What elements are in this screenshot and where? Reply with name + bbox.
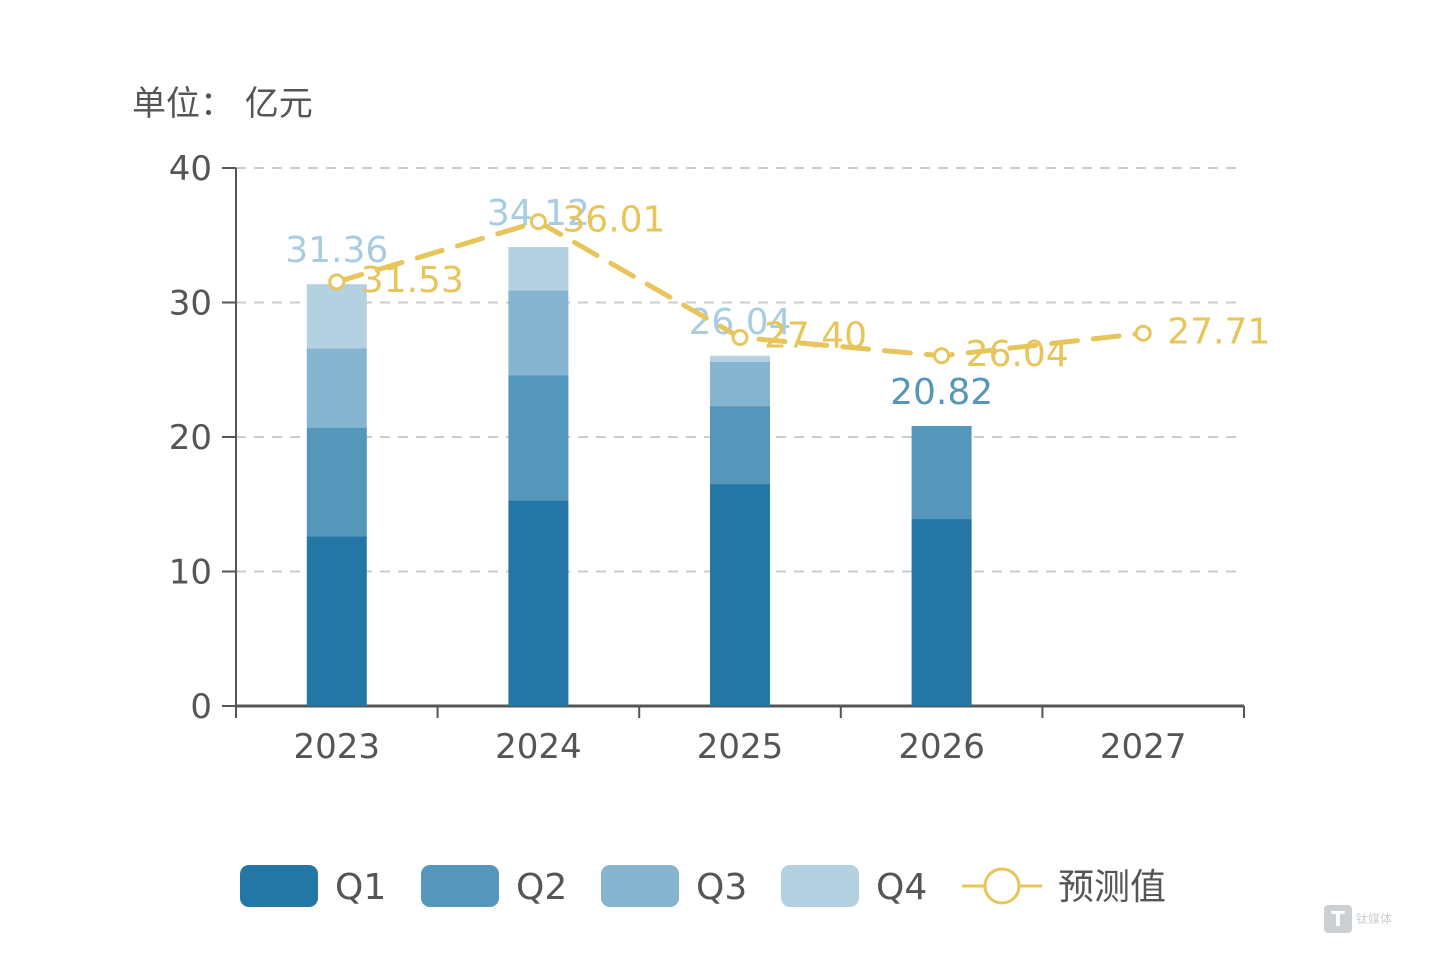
bar-q4-2025 xyxy=(710,355,770,362)
bar-q1-2024 xyxy=(508,500,569,706)
unit-label: 单位： 亿元 xyxy=(132,84,313,124)
bar-q2-2024 xyxy=(508,375,569,501)
bar-q3-2025 xyxy=(710,361,770,407)
total-label-2026: 20.82 xyxy=(890,372,993,413)
legend-swatch-q1 xyxy=(240,865,318,907)
y-tick-label: 20 xyxy=(169,418,212,458)
x-tick-label: 2025 xyxy=(697,727,784,767)
forecast-point xyxy=(328,273,346,291)
watermark-logo-icon: T xyxy=(1324,905,1352,933)
bar-q4-2023 xyxy=(306,284,367,349)
x-tick-label: 2024 xyxy=(495,727,582,767)
bar-q2-2025 xyxy=(710,406,770,485)
watermark-logo: T 钛媒体 xyxy=(1324,903,1406,935)
y-tick-label: 0 xyxy=(190,687,212,727)
forecast-label: 27.40 xyxy=(764,315,867,356)
y-tick-label: 10 xyxy=(169,553,212,593)
forecast-point xyxy=(1134,324,1152,342)
legend-label-q1: Q1 xyxy=(335,867,386,908)
forecast-point xyxy=(529,213,547,231)
legend-label-q3: Q3 xyxy=(696,867,747,908)
legend-point-swatch xyxy=(983,867,1021,905)
x-tick-label: 2023 xyxy=(294,727,381,767)
legend-label-forecast: 预测值 xyxy=(1058,867,1166,908)
forecast-label: 26.04 xyxy=(966,334,1069,375)
forecast-point xyxy=(731,328,749,346)
legend-swatch-q3 xyxy=(601,865,679,907)
forecast-label: 27.71 xyxy=(1167,311,1270,352)
bar-q1-2026 xyxy=(911,519,972,706)
x-tick-label: 2027 xyxy=(1100,727,1187,767)
legend-label-q4: Q4 xyxy=(876,867,927,908)
legend-label-q2: Q2 xyxy=(516,867,567,908)
legend-swatch-q2 xyxy=(421,865,499,907)
forecast-label: 36.01 xyxy=(562,200,665,241)
forecast-line: 31.53 36.01 27.40 26.04 27.71 xyxy=(328,200,1270,375)
legend-swatch-q4 xyxy=(781,865,859,907)
bar-q2-2023 xyxy=(306,427,367,537)
total-label-2023: 31.36 xyxy=(285,230,388,271)
bar-q3-2024 xyxy=(508,290,569,376)
bar-q1-2025 xyxy=(710,484,770,706)
bar-q3-2023 xyxy=(306,348,367,428)
forecast-label: 31.53 xyxy=(361,260,464,301)
bars xyxy=(306,247,972,706)
legend: Q1 Q2 Q3 Q4 预测值 xyxy=(240,865,1166,908)
bar-q2-2026 xyxy=(911,425,972,520)
bar-q1-2023 xyxy=(306,536,367,706)
watermark-text: 钛媒体 xyxy=(1356,912,1393,926)
x-tick-label: 2026 xyxy=(898,727,985,767)
axes: 0 10 20 30 40 2023 2024 2025 2026 2027 xyxy=(169,149,1245,767)
y-tick-label: 40 xyxy=(169,149,212,189)
forecast-point xyxy=(933,347,951,365)
bar-q4-2024 xyxy=(508,247,569,291)
y-tick-label: 30 xyxy=(169,284,212,324)
